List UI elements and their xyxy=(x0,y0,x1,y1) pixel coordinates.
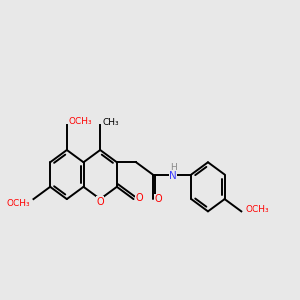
Text: CH₃: CH₃ xyxy=(102,118,119,127)
Text: OCH₃: OCH₃ xyxy=(246,206,269,214)
Text: H: H xyxy=(170,163,176,172)
Text: N: N xyxy=(169,171,177,181)
Text: O: O xyxy=(96,197,104,207)
Text: O: O xyxy=(135,193,143,203)
Text: OCH₃: OCH₃ xyxy=(69,117,93,126)
Text: O: O xyxy=(154,194,162,204)
Text: OCH₃: OCH₃ xyxy=(7,199,30,208)
